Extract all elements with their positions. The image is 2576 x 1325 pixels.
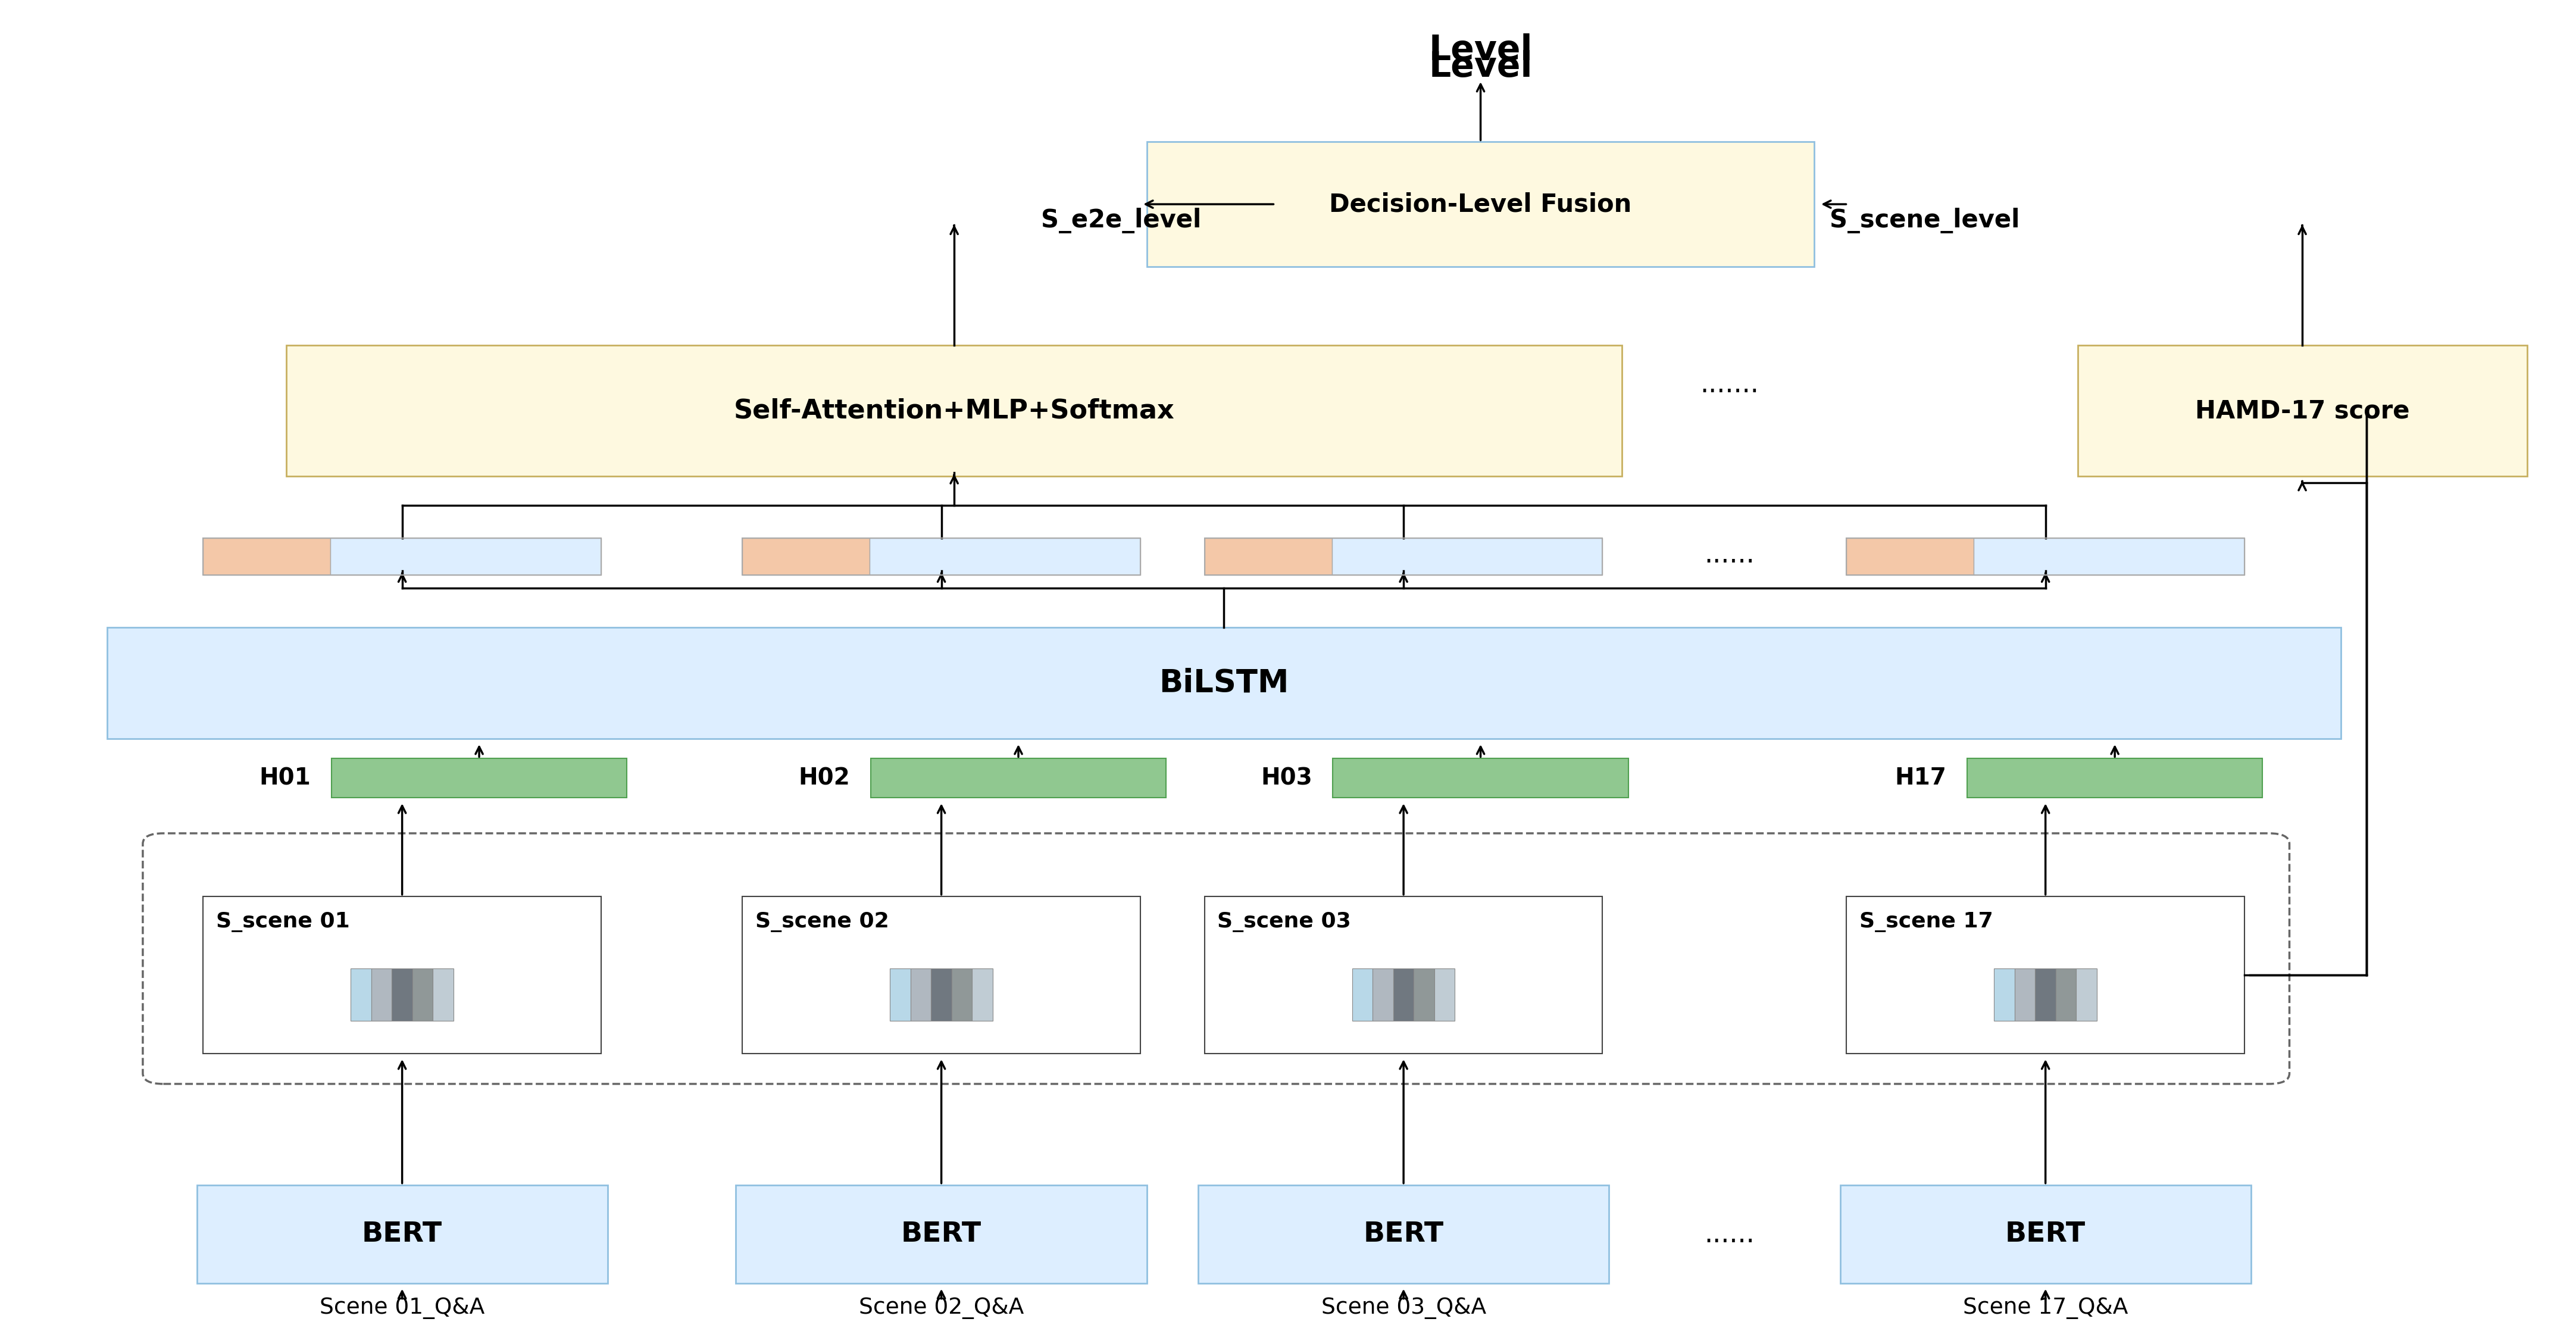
FancyBboxPatch shape	[1414, 969, 1435, 1022]
FancyBboxPatch shape	[392, 969, 412, 1022]
Text: BERT: BERT	[902, 1220, 981, 1248]
Text: BERT: BERT	[361, 1220, 443, 1248]
FancyBboxPatch shape	[1332, 758, 1628, 798]
FancyBboxPatch shape	[1206, 538, 1332, 575]
Text: Scene 02_Q&A: Scene 02_Q&A	[858, 1297, 1023, 1320]
FancyBboxPatch shape	[1198, 1185, 1610, 1284]
Text: BERT: BERT	[1363, 1220, 1443, 1248]
Text: Decision-Level Fusion: Decision-Level Fusion	[1329, 192, 1631, 217]
FancyBboxPatch shape	[204, 538, 330, 575]
Text: ......: ......	[1705, 1222, 1754, 1248]
Text: BERT: BERT	[2004, 1220, 2087, 1248]
Text: S_scene 03: S_scene 03	[1218, 912, 1352, 933]
Text: ......: ......	[1705, 542, 1754, 568]
FancyBboxPatch shape	[1847, 538, 1973, 575]
Text: Scene 03_Q&A: Scene 03_Q&A	[1321, 1297, 1486, 1320]
FancyBboxPatch shape	[1373, 969, 1394, 1022]
Text: Level: Level	[1430, 33, 1533, 68]
FancyBboxPatch shape	[871, 758, 1167, 798]
Text: Self-Attention+MLP+Softmax: Self-Attention+MLP+Softmax	[734, 397, 1175, 424]
FancyBboxPatch shape	[196, 1185, 608, 1284]
FancyBboxPatch shape	[930, 969, 951, 1022]
FancyBboxPatch shape	[1352, 969, 1373, 1022]
Text: S_scene 02: S_scene 02	[755, 912, 889, 933]
Text: .......: .......	[1700, 372, 1759, 397]
Text: Level: Level	[1430, 50, 1533, 83]
FancyBboxPatch shape	[1146, 142, 1814, 266]
Text: H17: H17	[1896, 767, 1947, 790]
FancyBboxPatch shape	[2056, 969, 2076, 1022]
FancyBboxPatch shape	[1994, 969, 2014, 1022]
FancyBboxPatch shape	[909, 969, 930, 1022]
FancyBboxPatch shape	[286, 346, 1623, 477]
Text: S_scene 17: S_scene 17	[1860, 912, 1994, 933]
FancyBboxPatch shape	[1332, 538, 1602, 575]
Text: S_scene 01: S_scene 01	[216, 912, 350, 933]
Text: Scene 01_Q&A: Scene 01_Q&A	[319, 1297, 484, 1320]
FancyBboxPatch shape	[742, 896, 1141, 1053]
FancyBboxPatch shape	[971, 969, 992, 1022]
FancyBboxPatch shape	[889, 969, 909, 1022]
FancyBboxPatch shape	[412, 969, 433, 1022]
Text: BiLSTM: BiLSTM	[1159, 668, 1288, 698]
Text: S_e2e_level: S_e2e_level	[1041, 208, 1200, 233]
Text: H01: H01	[260, 767, 312, 790]
FancyBboxPatch shape	[2079, 346, 2527, 477]
FancyBboxPatch shape	[330, 538, 600, 575]
FancyBboxPatch shape	[1435, 969, 1455, 1022]
FancyBboxPatch shape	[371, 969, 392, 1022]
FancyBboxPatch shape	[1973, 538, 2244, 575]
FancyBboxPatch shape	[1847, 896, 2244, 1053]
FancyBboxPatch shape	[737, 1185, 1146, 1284]
FancyBboxPatch shape	[433, 969, 453, 1022]
FancyBboxPatch shape	[1839, 1185, 2251, 1284]
FancyBboxPatch shape	[1968, 758, 2262, 798]
FancyBboxPatch shape	[2076, 969, 2097, 1022]
FancyBboxPatch shape	[2014, 969, 2035, 1022]
FancyBboxPatch shape	[1394, 969, 1414, 1022]
Text: H02: H02	[799, 767, 850, 790]
Text: H03: H03	[1260, 767, 1311, 790]
FancyBboxPatch shape	[350, 969, 371, 1022]
FancyBboxPatch shape	[332, 758, 626, 798]
Text: S_scene_level: S_scene_level	[1829, 208, 2020, 233]
FancyBboxPatch shape	[2035, 969, 2056, 1022]
FancyBboxPatch shape	[106, 627, 2342, 739]
FancyBboxPatch shape	[204, 896, 600, 1053]
FancyBboxPatch shape	[951, 969, 971, 1022]
Text: Scene 17_Q&A: Scene 17_Q&A	[1963, 1297, 2128, 1320]
FancyBboxPatch shape	[1206, 896, 1602, 1053]
FancyBboxPatch shape	[742, 538, 871, 575]
Text: HAMD-17 score: HAMD-17 score	[2195, 399, 2409, 424]
FancyBboxPatch shape	[871, 538, 1141, 575]
